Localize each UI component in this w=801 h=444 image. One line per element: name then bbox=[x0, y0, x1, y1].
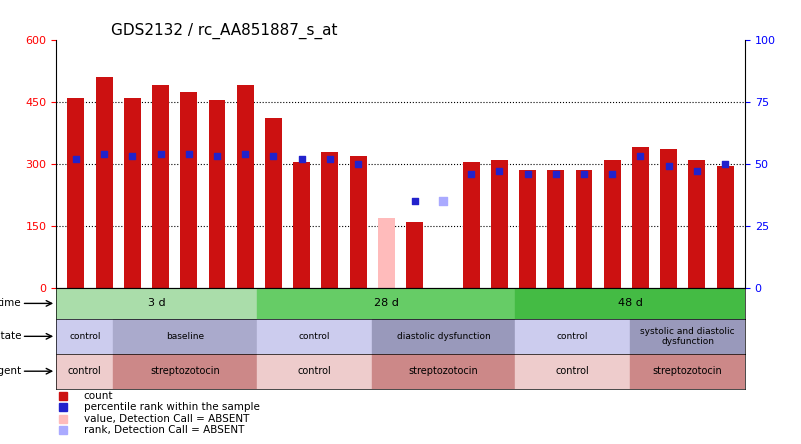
Text: streptozotocin: streptozotocin bbox=[151, 366, 220, 376]
Text: streptozotocin: streptozotocin bbox=[653, 366, 723, 376]
Bar bbox=[604, 160, 621, 288]
Text: control: control bbox=[68, 366, 102, 376]
Point bbox=[267, 153, 280, 160]
Bar bbox=[660, 150, 677, 288]
Bar bbox=[372, 319, 515, 354]
Text: control: control bbox=[69, 332, 100, 341]
Bar bbox=[257, 354, 372, 388]
Text: value, Detection Call = ABSENT: value, Detection Call = ABSENT bbox=[83, 414, 249, 424]
Text: 3 d: 3 d bbox=[147, 298, 165, 309]
Text: control: control bbox=[557, 332, 589, 341]
Point bbox=[662, 163, 675, 170]
Text: time: time bbox=[0, 298, 22, 309]
Text: percentile rank within the sample: percentile rank within the sample bbox=[83, 402, 260, 412]
Bar bbox=[56, 354, 114, 388]
Bar bbox=[152, 85, 169, 288]
Bar bbox=[114, 354, 257, 388]
Bar bbox=[576, 170, 593, 288]
Text: GDS2132 / rc_AA851887_s_at: GDS2132 / rc_AA851887_s_at bbox=[111, 22, 338, 39]
Text: rank, Detection Call = ABSENT: rank, Detection Call = ABSENT bbox=[83, 425, 244, 436]
Bar bbox=[378, 218, 395, 288]
Bar bbox=[547, 170, 564, 288]
Point bbox=[690, 168, 703, 175]
Bar bbox=[67, 98, 84, 288]
Point bbox=[296, 155, 308, 163]
Text: agent: agent bbox=[0, 366, 22, 376]
Bar bbox=[689, 160, 706, 288]
Text: control: control bbox=[556, 366, 590, 376]
Bar bbox=[630, 354, 745, 388]
Point bbox=[126, 153, 139, 160]
Text: baseline: baseline bbox=[166, 332, 204, 341]
Point bbox=[521, 170, 534, 178]
Point bbox=[70, 155, 83, 163]
Bar bbox=[515, 319, 630, 354]
Point bbox=[409, 198, 421, 205]
Text: diastolic dysfunction: diastolic dysfunction bbox=[396, 332, 490, 341]
Point bbox=[465, 170, 477, 178]
Point bbox=[606, 170, 618, 178]
Bar bbox=[237, 85, 254, 288]
Bar bbox=[463, 162, 480, 288]
Bar bbox=[515, 354, 630, 388]
Text: count: count bbox=[83, 391, 113, 400]
Point bbox=[324, 155, 336, 163]
Point bbox=[211, 153, 223, 160]
Text: 48 d: 48 d bbox=[618, 298, 642, 309]
Bar bbox=[95, 77, 112, 288]
Bar bbox=[350, 156, 367, 288]
Point bbox=[718, 160, 731, 167]
Point bbox=[493, 168, 505, 175]
Bar bbox=[519, 170, 536, 288]
Bar bbox=[56, 288, 257, 319]
Point bbox=[352, 160, 364, 167]
Point bbox=[549, 170, 562, 178]
Text: 28 d: 28 d bbox=[374, 298, 399, 309]
Point bbox=[183, 151, 195, 158]
Text: systolic and diastolic
dysfunction: systolic and diastolic dysfunction bbox=[640, 327, 735, 346]
Text: disease state: disease state bbox=[0, 331, 22, 341]
Bar bbox=[717, 166, 734, 288]
Text: streptozotocin: streptozotocin bbox=[409, 366, 478, 376]
Bar bbox=[630, 319, 745, 354]
Bar bbox=[321, 151, 338, 288]
Bar bbox=[406, 222, 423, 288]
Text: control: control bbox=[299, 332, 330, 341]
Point bbox=[154, 151, 167, 158]
Bar bbox=[257, 288, 515, 319]
Text: control: control bbox=[297, 366, 332, 376]
Point bbox=[239, 151, 252, 158]
Bar bbox=[114, 319, 257, 354]
Bar bbox=[265, 119, 282, 288]
Bar bbox=[180, 91, 197, 288]
Bar bbox=[293, 162, 310, 288]
Bar bbox=[208, 100, 225, 288]
Bar bbox=[372, 354, 515, 388]
Bar bbox=[491, 160, 508, 288]
Bar bbox=[632, 147, 649, 288]
Bar bbox=[515, 288, 745, 319]
Point bbox=[634, 153, 647, 160]
Point bbox=[578, 170, 590, 178]
Point bbox=[98, 151, 111, 158]
Bar bbox=[257, 319, 372, 354]
Bar bbox=[56, 319, 114, 354]
Point bbox=[437, 198, 449, 205]
Bar bbox=[124, 98, 141, 288]
